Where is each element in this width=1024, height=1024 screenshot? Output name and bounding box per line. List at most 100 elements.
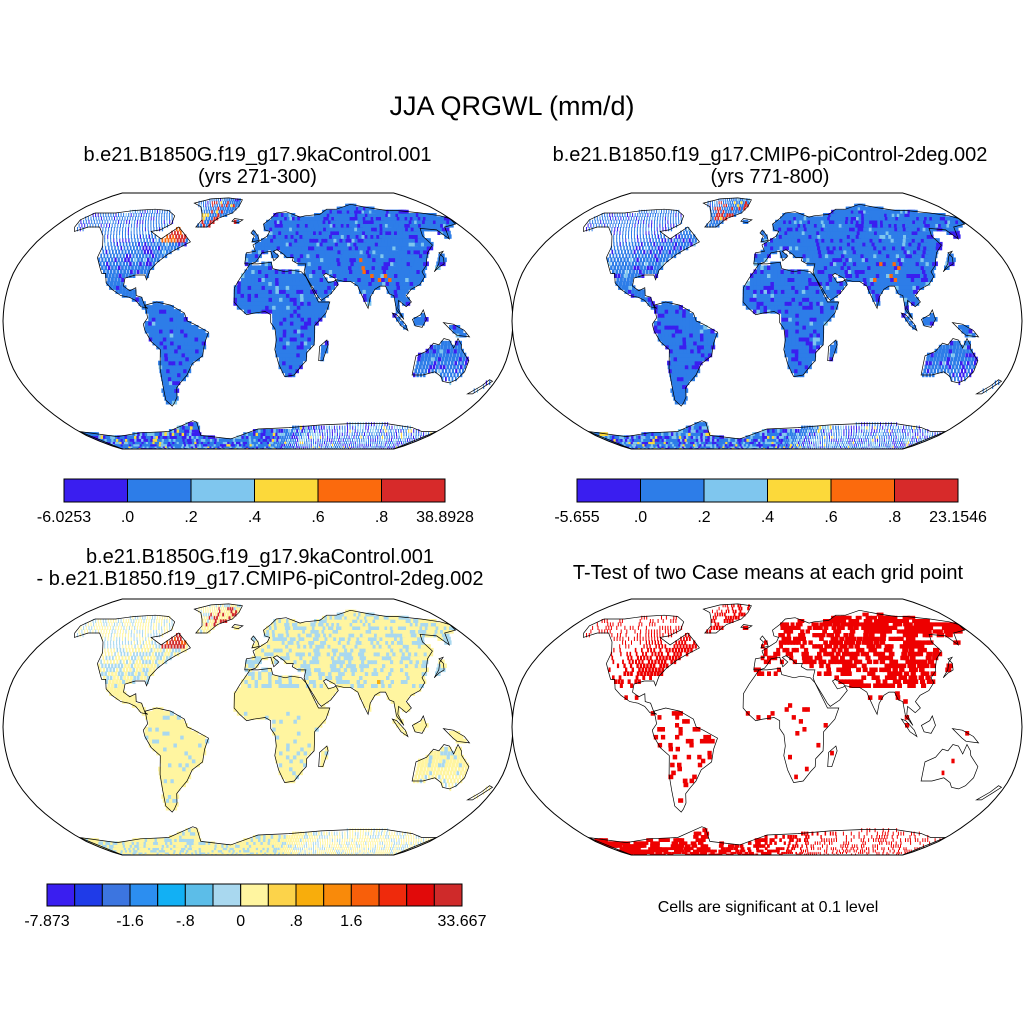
coastline-iceland [740, 218, 753, 224]
coastline-australia [411, 337, 470, 384]
colorbar-label: .2 [184, 509, 197, 526]
coastline-sumatra [391, 312, 409, 332]
colorbar-box [378, 883, 408, 907]
coastline-new-zealand [466, 785, 494, 801]
coastline-new-guinea [442, 322, 471, 338]
coastline-greenland [702, 197, 752, 228]
coastline-borneo [411, 715, 427, 734]
coastline-iceland [231, 624, 244, 630]
colorbar-box [212, 883, 242, 907]
colorbar-box [267, 883, 297, 907]
coastline-eurasia [753, 609, 966, 726]
coastline-borneo [920, 715, 936, 734]
coastline-africa [742, 667, 840, 783]
colorbar-box [184, 883, 214, 907]
coastline-new-zealand [975, 379, 1003, 395]
coastline-new-guinea [951, 322, 980, 338]
colorbar-box [254, 478, 319, 503]
coastline-japan [433, 250, 445, 273]
colorbar-box [381, 478, 446, 503]
coastline-britain [759, 635, 769, 649]
coastline-australia [920, 743, 979, 790]
colorbar-label: 1.6 [340, 913, 362, 930]
coastline-greenland [193, 603, 243, 634]
coastline-new-guinea [442, 728, 471, 744]
coastline-madagascar [827, 745, 838, 768]
coastline-south-america [651, 301, 718, 407]
panel-title-ttest-line1: T-Test of two Case means at each grid po… [572, 562, 964, 584]
colorbar-label: .8 [375, 509, 388, 526]
map-case2-border [511, 192, 1023, 450]
colorbar-label: 33.667 [438, 913, 487, 930]
coastline-japan [942, 250, 954, 273]
colorbar-label: .8 [289, 913, 302, 930]
figure-title: JJA QRGWL (mm/d) [389, 91, 635, 121]
colorbar-label: -7.873 [24, 913, 69, 930]
map-case2-ocean [512, 193, 1022, 449]
colorbar-box [46, 883, 76, 907]
colorbar-label: .4 [761, 509, 774, 526]
coastline-new-zealand [975, 785, 1003, 801]
colorbar-box [317, 478, 382, 503]
colorbar-case1: -6.0253 .0 .2 .4 .6 .8 38.8928 [37, 478, 474, 526]
map-ttest-coastlines [583, 603, 1003, 855]
colorbar-box [406, 883, 435, 907]
coastline-eurasia [244, 609, 457, 726]
map-ttest-border [511, 598, 1023, 856]
map-difference-ocean [3, 599, 513, 855]
colorbar-box [240, 883, 269, 907]
panel-title-ttest: T-Test of two Case means at each grid po… [512, 562, 1024, 584]
coastline-madagascar [318, 745, 329, 768]
colorbar-box [63, 478, 128, 503]
coastline-britain [250, 635, 260, 649]
map-case1-grid-cells [77, 198, 491, 449]
coastline-australia [411, 743, 470, 790]
colorbar-box [129, 883, 159, 907]
coastline-sumatra [391, 718, 409, 738]
map-difference [2, 598, 514, 856]
colorbar-label: 38.8928 [416, 509, 474, 526]
panel-title-case1: b.e21.B1850G.f19_g17.9kaControl.001 (yrs… [20, 144, 495, 188]
colorbar-label: 0 [236, 913, 245, 930]
colorbar-label: .6 [824, 509, 837, 526]
map-case1-ocean [3, 193, 513, 449]
colorbar-label: 23.1546 [929, 509, 987, 526]
map-case1-border [2, 192, 514, 450]
coastline-africa [742, 261, 840, 377]
coastline-australia [920, 337, 979, 384]
coastline-borneo [411, 309, 427, 328]
colorbar-box [830, 478, 895, 503]
colorbar-box [767, 478, 832, 503]
colorbar-box [323, 883, 352, 907]
coastline-borneo [920, 309, 936, 328]
colorbar-box [894, 478, 959, 503]
colorbar-box [157, 883, 186, 907]
panel-title-case1-line2: (yrs 271-300) [198, 166, 317, 188]
colorbar-box [703, 478, 768, 503]
colorbar-label: -5.655 [554, 509, 599, 526]
coastline-madagascar [318, 339, 329, 362]
colorbar-box [295, 883, 325, 907]
colorbar-box [433, 883, 463, 907]
colorbar-box [576, 478, 641, 503]
panel-title-difference-line1: b.e21.B1850G.f19_g17.9kaControl.001 [85, 546, 435, 568]
coastline-africa [233, 261, 331, 377]
coastline-new-zealand [466, 379, 494, 395]
colorbar-difference: -7.873 -1.6 -.8 0 .8 1.6 33.667 [24, 883, 487, 930]
colorbar-box [190, 478, 255, 503]
coastline-new-guinea [951, 728, 980, 744]
panel-title-difference: b.e21.B1850G.f19_g17.9kaControl.001 - b.… [0, 546, 560, 590]
colorbar-box [127, 478, 192, 503]
coastline-south-america [142, 301, 209, 407]
map-ttest [511, 598, 1023, 856]
coastline-north-america [583, 614, 700, 715]
colorbar-label: .6 [311, 509, 324, 526]
colorbar-label: .8 [888, 509, 901, 526]
coastline-south-america [142, 707, 209, 813]
coastline-eurasia [753, 203, 966, 320]
colorbar-box [101, 883, 131, 907]
map-case2 [511, 192, 1023, 450]
colorbar-label: .4 [248, 509, 261, 526]
map-difference-border [2, 598, 514, 856]
coastline-eurasia [244, 203, 457, 320]
